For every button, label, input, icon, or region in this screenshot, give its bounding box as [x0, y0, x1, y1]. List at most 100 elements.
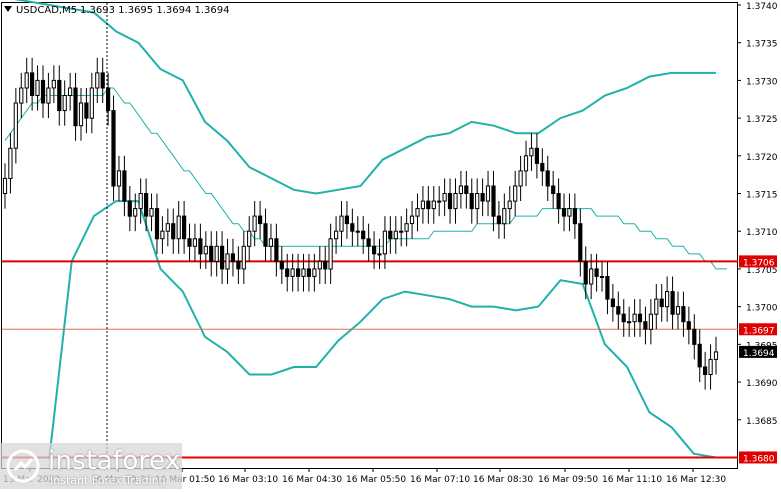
candle-body — [122, 170, 127, 202]
candle-body — [480, 193, 485, 202]
candle-body — [616, 306, 621, 315]
time-tick-label: 16 Mar 04:30 — [282, 475, 342, 485]
candle-body — [632, 313, 637, 323]
price-tags: 1.3706 1.3697 1.3680 1.3694 — [739, 255, 777, 464]
candle-body — [605, 276, 610, 300]
time-tick-label: 16 Mar 08:30 — [473, 475, 533, 485]
candle-body — [399, 230, 404, 233]
candle-body — [523, 155, 529, 172]
candle-body — [100, 72, 105, 89]
candle-body — [203, 245, 208, 255]
candle-body — [545, 170, 550, 187]
candle-body — [447, 193, 453, 210]
candle-body — [654, 298, 659, 315]
candle-body — [149, 208, 154, 217]
collapse-triangle-icon[interactable] — [4, 6, 12, 12]
candle-body — [236, 260, 241, 270]
candle-body — [377, 253, 382, 256]
candle-body — [426, 200, 431, 210]
candle-body — [502, 208, 507, 225]
logo-brand-text: instaforex — [48, 446, 181, 476]
price-tick-label: 1.3690 — [746, 379, 778, 389]
candle-body — [78, 102, 84, 127]
candle-body — [583, 260, 588, 285]
candle-body — [437, 200, 442, 203]
candles — [2, 57, 719, 390]
candle-body — [420, 200, 425, 210]
price-tick-label: 1.3685 — [746, 417, 778, 427]
candle-body — [665, 291, 670, 308]
candle-body — [610, 298, 615, 308]
candle-body — [659, 298, 664, 308]
candle-body — [116, 170, 122, 187]
candle-body — [312, 268, 317, 277]
candle-body — [2, 177, 8, 194]
candle-body — [382, 230, 387, 255]
candle-body — [154, 208, 160, 240]
candle-body — [453, 193, 458, 210]
candle-body — [160, 230, 165, 240]
candle-body — [19, 87, 24, 104]
candle-body — [182, 215, 187, 240]
candle-body — [95, 72, 100, 89]
price-tick-label: 1.3740 — [746, 2, 778, 12]
candle-body — [415, 208, 420, 217]
bollinger-upper-line — [13, 0, 716, 195]
candle-body — [529, 147, 534, 157]
candle-body — [637, 313, 643, 323]
candle-body — [431, 200, 436, 210]
candle-body — [214, 245, 219, 262]
level-price-tag — [739, 255, 777, 268]
candle-body — [551, 185, 556, 194]
candle-body — [62, 95, 67, 112]
candle-body — [138, 193, 143, 210]
candle-body — [306, 268, 311, 277]
candle-body — [589, 268, 594, 285]
candle-body — [198, 238, 203, 255]
candle-body — [464, 185, 469, 194]
candle-body — [491, 185, 496, 217]
candle-body — [51, 79, 56, 89]
bollinger-middle-line — [4, 87, 727, 270]
candle-body — [442, 193, 447, 202]
candle-body — [518, 170, 523, 187]
candle-body — [89, 87, 94, 119]
candle-body — [40, 79, 46, 104]
candle-body — [627, 321, 632, 324]
candle-body — [35, 79, 40, 97]
candle-body — [57, 79, 62, 112]
candle-body — [393, 230, 398, 240]
candle-body — [648, 313, 653, 330]
candle-body — [708, 358, 713, 375]
candle-body — [534, 147, 539, 164]
level-price-tag-label: 1.3680 — [743, 454, 775, 464]
level-price-tag-label: 1.3697 — [743, 326, 775, 336]
candle-body — [372, 245, 377, 255]
candle-body — [328, 238, 333, 270]
candle-body — [686, 321, 691, 330]
candle-body — [127, 200, 132, 217]
candle-body — [561, 208, 567, 217]
candle-body — [475, 193, 480, 210]
candle-body — [46, 87, 51, 104]
instaforex-logo-icon — [6, 449, 40, 483]
candle-body — [355, 230, 360, 233]
candle-body — [594, 268, 599, 277]
candle-body — [13, 102, 18, 149]
candle-body — [279, 260, 284, 270]
time-tick-label: 16 Mar 12:30 — [666, 475, 726, 485]
candle-body — [409, 215, 415, 225]
candle-body — [323, 260, 328, 270]
candle-body — [258, 215, 263, 225]
candle-body — [692, 328, 697, 345]
current-price-tag — [739, 345, 777, 358]
candle-body — [469, 193, 474, 210]
candle-body — [713, 351, 719, 360]
candle-body — [187, 238, 192, 247]
candle-body — [458, 185, 463, 194]
level-price-tag-label: 1.3706 — [743, 258, 775, 268]
candle-body — [567, 208, 572, 217]
candle-body — [507, 200, 512, 210]
